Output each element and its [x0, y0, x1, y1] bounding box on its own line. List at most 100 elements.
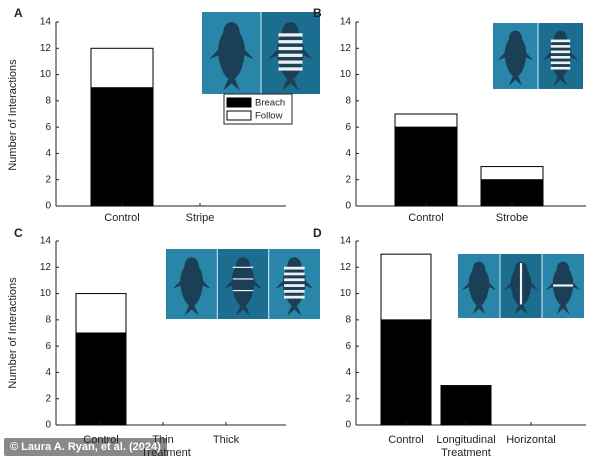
- seal-tail: [514, 305, 528, 315]
- bar-breach-strobe: [480, 179, 544, 207]
- x-tick-label: Thick: [213, 434, 240, 446]
- seal-tail: [553, 76, 568, 86]
- seal-flipper-left: [209, 46, 223, 60]
- seal-silhouette: [268, 22, 313, 91]
- seal-body: [282, 257, 306, 308]
- seal-body: [552, 261, 574, 308]
- y-tick-label: 0: [45, 201, 51, 212]
- seal-tail: [508, 76, 523, 86]
- seal-body: [231, 257, 255, 308]
- x-tick-label: Control: [408, 212, 443, 224]
- bar-breach-control: [90, 87, 154, 207]
- seal-tail: [235, 306, 251, 316]
- stripe-mark: [553, 284, 573, 287]
- y-tick-label: 12: [340, 262, 352, 273]
- seal-body: [549, 30, 572, 79]
- seal-body: [180, 257, 204, 308]
- y-tick-label: 0: [345, 420, 351, 431]
- y-tick-label: 2: [345, 393, 351, 404]
- seal-body: [218, 22, 245, 82]
- stripe-mark: [519, 263, 523, 305]
- seal-flipper-right: [250, 277, 262, 289]
- seal-flipper-right: [302, 277, 314, 289]
- y-tick-label: 6: [45, 341, 51, 352]
- y-tick-label: 14: [340, 17, 352, 28]
- stripe-mark: [284, 289, 305, 293]
- photo-inset-d: [458, 254, 584, 318]
- seal-flipper-right: [567, 50, 579, 61]
- seal-flipper-right: [486, 280, 497, 291]
- y-tick-label: 4: [45, 367, 51, 378]
- bar-follow-control: [90, 47, 154, 89]
- x-tick-label: Stripe: [186, 212, 215, 224]
- seal-tail: [287, 306, 302, 316]
- charts-layer: A 0 2 4 6 8 10 12 14 Number of Interactions Contro…: [7, 6, 586, 459]
- stripe-mark: [550, 55, 571, 59]
- stripe-mark: [278, 33, 303, 37]
- photo-inset-c: [166, 249, 320, 319]
- y-tick-label: 2: [45, 393, 51, 404]
- stripe-mark: [278, 67, 303, 71]
- y-tick-label: 8: [345, 314, 351, 325]
- bar-breach-control: [394, 126, 458, 207]
- seal-flipper-right: [570, 280, 581, 291]
- y-tick-label: 10: [340, 69, 352, 80]
- photo-credit: © Laura A. Ryan, et al. (2024): [4, 438, 167, 456]
- chart-panel-d: D 0 2 4 6 8 10 12 14 Control Longitudinal Horizonta…: [313, 226, 586, 459]
- stripe-mark: [550, 66, 571, 70]
- seal-flipper-left: [497, 50, 509, 61]
- legend-label-follow: Follow: [255, 111, 283, 122]
- x-tick-label: Control: [388, 434, 423, 446]
- seal-silhouette: [224, 257, 262, 316]
- seal-flipper-right: [528, 280, 539, 291]
- y-tick-label: 0: [345, 201, 351, 212]
- stripe-mark: [550, 45, 571, 48]
- stripe-mark: [232, 266, 254, 268]
- y-tick-label: 4: [45, 148, 51, 159]
- x-axis-title: Treatment: [441, 447, 491, 459]
- seal-tail: [184, 306, 199, 316]
- stripe-mark: [284, 278, 305, 282]
- bar-breach-control: [75, 332, 127, 426]
- seal-silhouette: [542, 30, 579, 86]
- y-tick-label: 8: [345, 95, 351, 106]
- bar-breach-longitudinal: [440, 385, 492, 426]
- y-tick-label: 8: [45, 314, 51, 325]
- y-tick-label: 4: [345, 148, 351, 159]
- bar-follow-control: [380, 253, 432, 321]
- seal-flipper-right: [522, 50, 534, 61]
- y-tick-label: 12: [40, 43, 52, 54]
- seal-flipper-left: [275, 277, 287, 289]
- stripe-mark: [278, 40, 303, 44]
- y-tick-label: 10: [40, 69, 52, 80]
- legend-swatch-breach: [226, 97, 252, 108]
- bar-follow-control: [75, 293, 127, 334]
- seal-silhouette: [497, 30, 534, 86]
- y-tick-label: 6: [45, 122, 51, 133]
- seal-silhouette: [461, 261, 497, 315]
- stripe-mark: [550, 50, 571, 54]
- y-axis-title: Number of Interactions: [7, 277, 19, 389]
- stripe-mark: [284, 266, 305, 270]
- x-tick-label: Horizontal: [506, 434, 556, 446]
- y-tick-label: 4: [345, 367, 351, 378]
- seal-tail: [223, 79, 240, 91]
- seal-flipper-right: [240, 46, 254, 60]
- stripe-mark: [284, 272, 305, 276]
- seal-flipper-left: [503, 280, 514, 291]
- seal-tail: [282, 79, 299, 91]
- seal-flipper-left: [461, 280, 472, 291]
- y-tick-label: 14: [40, 17, 52, 28]
- photos-layer: [166, 12, 584, 319]
- y-tick-label: 10: [40, 288, 52, 299]
- x-tick-label: Longitudinal: [436, 434, 495, 446]
- y-tick-label: 14: [340, 236, 352, 247]
- seal-flipper-left: [542, 50, 554, 61]
- bar-follow-control: [394, 113, 458, 128]
- seal-body: [468, 261, 490, 308]
- seal-silhouette: [545, 261, 581, 315]
- legend: Breach Follow: [223, 93, 293, 125]
- legend-swatch-follow: [226, 110, 252, 121]
